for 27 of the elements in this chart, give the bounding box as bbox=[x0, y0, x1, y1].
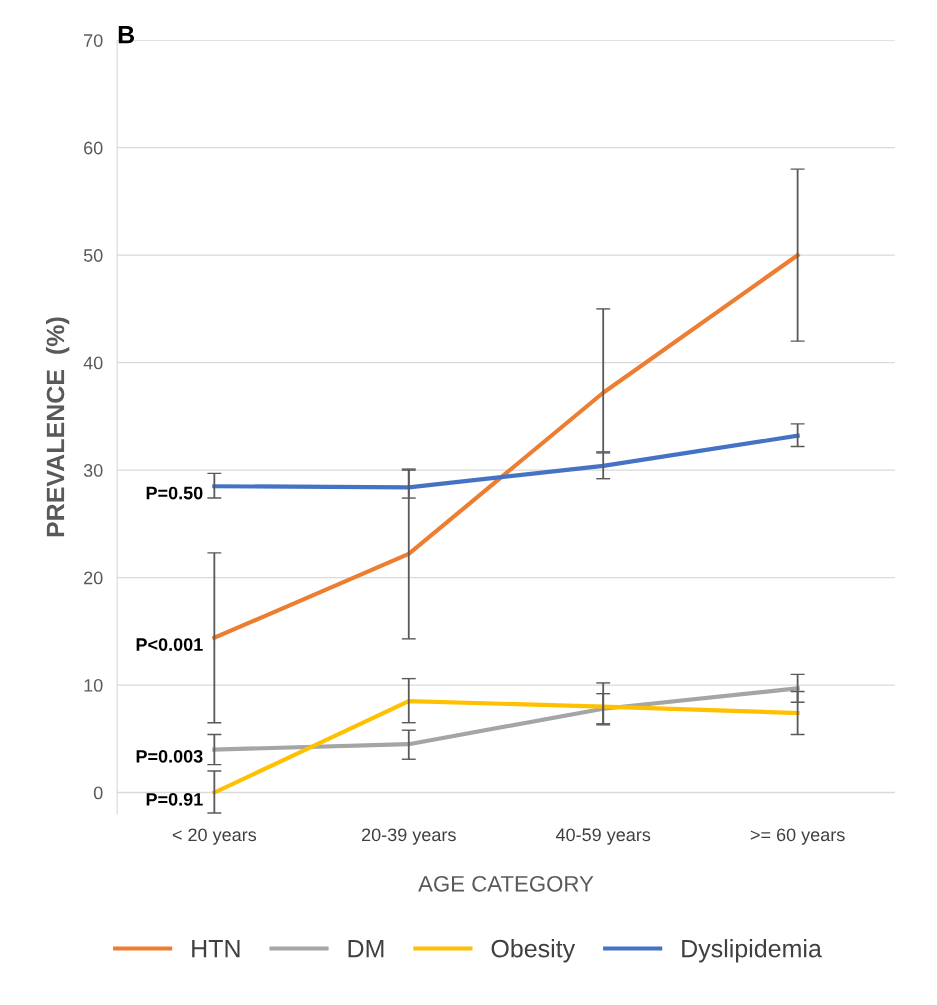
legend-label: DM bbox=[348, 940, 384, 958]
annotation: P=0.91 bbox=[146, 792, 203, 806]
y-tick-label: 50 bbox=[83, 249, 103, 262]
y-tick-label: 30 bbox=[83, 464, 103, 477]
x-tick-label: 20-39 years bbox=[362, 828, 456, 845]
annotation: P<0.001 bbox=[136, 638, 203, 651]
legend-label: HTN bbox=[192, 940, 240, 958]
y-tick-label: 40 bbox=[83, 356, 103, 370]
line-series bbox=[212, 699, 800, 795]
y-tick-label: 0 bbox=[93, 786, 103, 800]
chart-title: B bbox=[118, 26, 135, 44]
y-tick-label: 10 bbox=[84, 679, 103, 692]
line-series bbox=[212, 253, 800, 640]
line-series bbox=[212, 686, 800, 752]
legend-label: Obesity bbox=[491, 939, 576, 963]
y-tick-label: 60 bbox=[84, 141, 103, 155]
line-series bbox=[212, 433, 800, 490]
legend-label: Dyslipidemia bbox=[682, 939, 822, 963]
x-tick-label: < 20 years bbox=[172, 828, 257, 845]
x-tick-label: >= 60 years bbox=[750, 828, 845, 845]
y-axis-title: PREVALENCE (%) bbox=[45, 317, 70, 537]
y-tick-label: 70 bbox=[84, 34, 103, 47]
y-tick-label: 20 bbox=[84, 571, 103, 585]
x-tick-label: 40-59 years bbox=[555, 828, 651, 845]
x-axis-title: AGE CATEGORY bbox=[418, 875, 594, 892]
annotation: P=0.50 bbox=[146, 486, 203, 500]
annotation: P=0.003 bbox=[136, 749, 203, 763]
